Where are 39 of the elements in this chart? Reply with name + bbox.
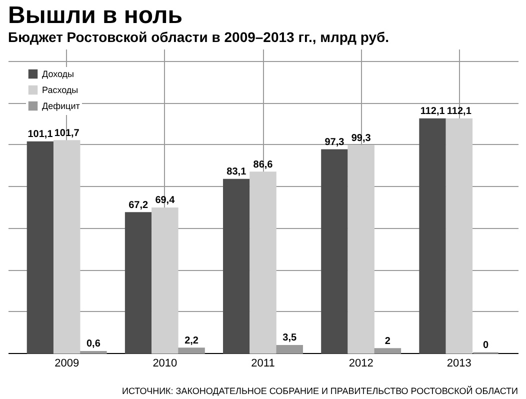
data-label: 101,7 xyxy=(54,128,80,139)
x-tick-label: 2012 xyxy=(348,358,374,370)
data-label: 67,2 xyxy=(128,200,148,211)
data-label: 83,1 xyxy=(226,166,247,178)
data-label: 112,1 xyxy=(446,106,472,118)
x-tick-label: 2010 xyxy=(152,358,178,370)
bar xyxy=(348,145,374,354)
bar xyxy=(178,348,205,354)
data-label: 3,5 xyxy=(282,332,297,344)
x-tick-label: 2011 xyxy=(251,358,275,370)
data-label: 112,1 xyxy=(420,106,446,118)
chart-title: Вышли в ноль xyxy=(8,2,182,29)
data-label: 0,6 xyxy=(86,338,101,350)
bar xyxy=(321,149,348,354)
legend-label: Дефицит xyxy=(42,101,80,111)
data-label: 0 xyxy=(482,340,489,351)
bar xyxy=(26,141,54,354)
bar xyxy=(419,118,446,354)
bar xyxy=(276,344,303,354)
bar xyxy=(374,348,402,354)
bar xyxy=(53,140,80,354)
bar xyxy=(124,212,152,354)
legend-label: Доходы xyxy=(42,69,74,79)
bar xyxy=(250,172,276,354)
data-label: 69,4 xyxy=(155,195,176,206)
x-tick-label: 2009 xyxy=(54,358,80,370)
data-label: 99,3 xyxy=(351,132,372,144)
data-label: 86,6 xyxy=(253,159,274,170)
chart-subtitle: Бюджет Ростовской области в 2009–2013 гг., млрд руб. xyxy=(8,29,390,45)
x-tick-label: 2013 xyxy=(446,358,472,370)
data-label: 2,2 xyxy=(184,335,199,346)
bar xyxy=(152,207,178,354)
bar xyxy=(223,178,250,354)
bar xyxy=(446,118,473,354)
text: ИСТОЧНИК: ЗАКОНОДАТЕЛЬНОЕ СОБРАНИЕ И ПРАВИТЕЛЬСТВО РОСТОВСКОЙ ОБЛАСТИ xyxy=(121,386,519,396)
data-label: 97,3 xyxy=(324,137,345,148)
legend-label: Расходы xyxy=(42,85,78,95)
data-label: 2 xyxy=(384,336,391,347)
data-label: 101,1 xyxy=(28,129,54,140)
